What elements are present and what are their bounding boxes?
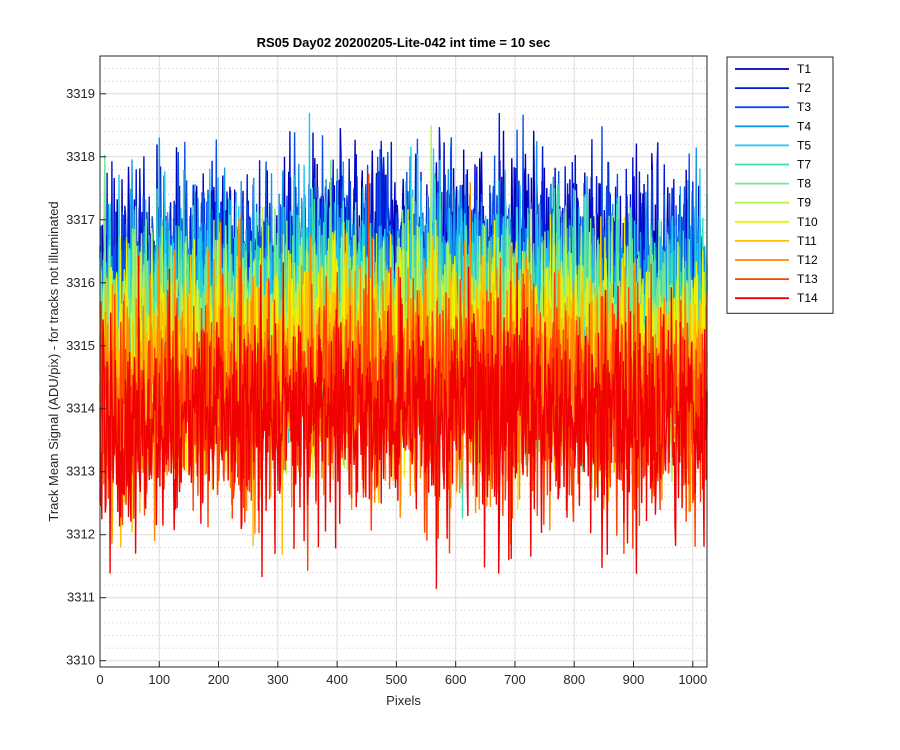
legend-entry: T9	[797, 196, 811, 210]
x-tick-label: 200	[208, 672, 230, 687]
y-tick-label: 3310	[66, 653, 95, 668]
legend-entry: T1	[797, 62, 811, 76]
legend-entry: T2	[797, 81, 811, 95]
y-tick-label: 3312	[66, 527, 95, 542]
legend-entry: T12	[797, 253, 818, 267]
x-tick-label: 600	[445, 672, 467, 687]
x-tick-label: 800	[563, 672, 585, 687]
y-tick-label: 3317	[66, 212, 95, 227]
x-axis-label: Pixels	[386, 693, 421, 708]
series-line-t14	[99, 255, 708, 589]
chart-title: RS05 Day02 20200205-Lite-042 int time = …	[257, 35, 551, 50]
y-tick-label: 3315	[66, 338, 95, 353]
x-tick-label: 500	[386, 672, 408, 687]
x-tick-label: 0	[96, 672, 103, 687]
y-tick-label: 3313	[66, 464, 95, 479]
legend-entry: T7	[797, 158, 811, 172]
legend-entry: T8	[797, 177, 811, 191]
x-tick-label: 300	[267, 672, 289, 687]
y-tick-label: 3318	[66, 149, 95, 164]
legend-entry: T13	[797, 272, 818, 286]
legend-entry: T14	[797, 291, 818, 305]
y-tick-label: 3311	[67, 590, 95, 605]
plot-frame	[99, 55, 708, 668]
y-axis-label: Track Mean Signal (ADU/pix) - for tracks…	[46, 201, 61, 521]
x-tick-label: 900	[623, 672, 645, 687]
x-tick-label: 400	[326, 672, 348, 687]
legend-entry: T10	[797, 215, 818, 229]
x-tick-label: 100	[148, 672, 170, 687]
legend-box	[726, 56, 834, 314]
legend: T1 T2 T3 T4 T5 T7 T8 T9 T10 T11 T12 T13 T14	[726, 56, 834, 314]
y-tick-label: 3319	[66, 86, 95, 101]
series-lines	[99, 112, 708, 589]
legend-entry: T5	[797, 138, 811, 152]
legend-entry: T4	[797, 119, 811, 133]
x-tick-label: 1000	[678, 672, 707, 687]
x-tick-label: 700	[504, 672, 526, 687]
legend-entry: T3	[797, 100, 811, 114]
legend-entry: T11	[797, 234, 817, 248]
axis-ticks: 0 100 200 300 400 500 600 700 800 900 1000 3310 3311…	[66, 86, 707, 687]
y-tick-label: 3314	[66, 401, 95, 416]
y-tick-label: 3316	[66, 275, 95, 290]
